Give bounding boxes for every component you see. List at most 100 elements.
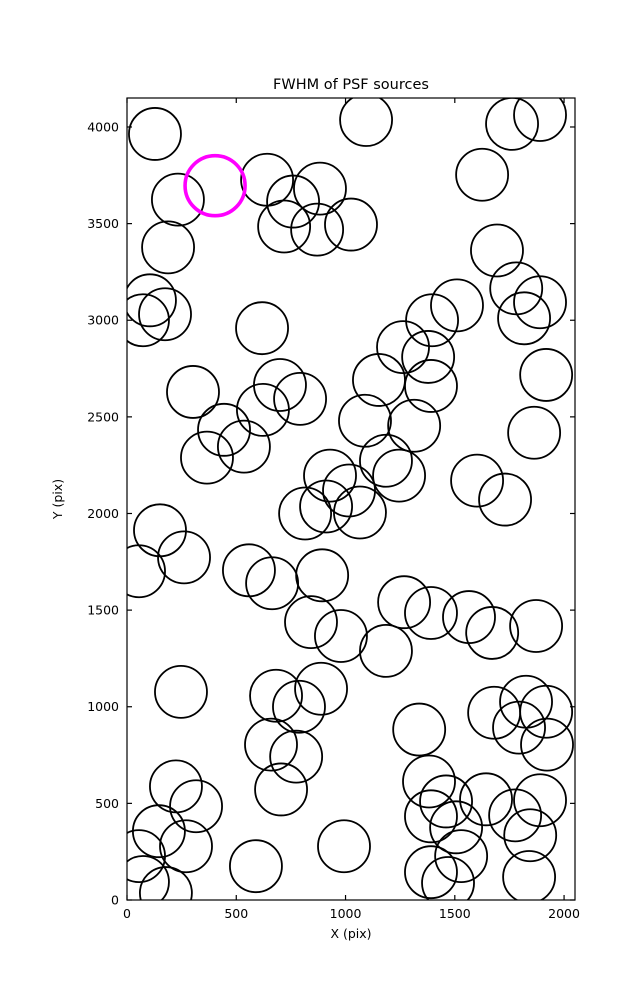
psf-circle [465,606,520,660]
y-tick-label: 1000 [87,699,119,714]
psf-circle [151,172,205,227]
psf-circle [509,599,564,653]
psf-circle [273,371,327,426]
psf-circle [404,586,458,640]
psf-circle [266,174,320,229]
psf-circle [377,575,432,630]
psf-circle [141,220,195,275]
psf-circle [507,405,562,460]
psf-circle [404,789,458,844]
y-tick-label: 500 [95,796,119,811]
psf-circle [419,774,473,829]
psf-circle [405,293,459,348]
y-tick-label: 2500 [87,409,119,424]
psf-circle [324,197,378,252]
psf-circle [488,788,543,843]
x-tick-label: 2000 [548,906,580,921]
psf-circle [249,668,303,723]
psf-circle [217,419,271,474]
y-tick-label: 4000 [87,119,119,134]
psf-circle [139,866,193,900]
psf-circle [470,223,524,278]
psf-circle [503,808,558,863]
psf-circle [339,98,393,147]
psf-circle [128,107,182,161]
psf-circle [502,850,556,900]
y-tick-label: 2000 [87,506,119,521]
psf-circle [459,772,513,827]
psf-circle [293,161,347,216]
psf-circle [513,98,567,142]
psf-circle [235,301,289,356]
psf-circle [303,448,357,503]
psf-circle [442,590,496,644]
psf-circle [132,804,186,859]
psf-circle [513,773,567,828]
psf-circle [166,365,220,419]
tick-marks [126,98,575,901]
psf-circle [359,433,413,488]
y-tick-label: 3000 [87,313,119,328]
psf-circle [492,700,546,755]
psf-circle [497,291,551,346]
psf-circle [253,358,307,412]
psf-circle [317,819,371,874]
psf-circle [404,359,458,413]
psf-circle [429,800,484,855]
psf-circle [478,472,532,527]
y-tick-label: 1500 [87,603,119,618]
x-tick-label: 0 [123,906,131,921]
chart-title: FWHM of PSF sources [273,77,429,93]
psf-circle [434,829,489,884]
psf-circle [127,829,166,884]
psf-circle [295,548,350,603]
psf-circle [159,819,213,874]
psf-circle [257,199,312,254]
psf-circle [244,717,298,772]
y-tick-label: 3500 [87,216,119,231]
psf-circle [372,448,426,503]
psf-circle [197,402,251,457]
psf-circle [513,275,567,330]
psf-circle [450,453,504,508]
psf-circle [278,486,333,541]
psf-circle [294,661,348,716]
psf-circle [402,754,456,809]
psf-circle [387,398,442,453]
psf-circle [404,845,458,900]
psf-circle [138,287,192,342]
psf-circle [290,202,345,257]
x-tick-label: 1000 [330,906,362,921]
psf-circle [489,261,544,316]
psf-circle [392,702,447,757]
psf-circle [157,530,211,585]
psf-circle [299,479,353,534]
tick-labels: 0 500 1000 1500 2000 0 500 1000 1500 2000 2500 3000… [87,119,580,921]
psf-circle [269,729,324,784]
x-tick-label: 500 [224,906,248,921]
psf-circle [314,609,368,663]
psf-circle [359,623,413,678]
psf-circle [254,762,308,817]
psf-circle [154,664,208,719]
psf-circle [401,330,456,384]
psf-circle [520,717,574,772]
highlighted-psf-circle [183,153,247,218]
psf-circle [236,383,290,437]
psf-circle [455,147,510,202]
psf-circle [127,273,177,328]
x-tick-label: 1500 [439,906,471,921]
x-axis-label: X (pix) [330,926,371,941]
psf-circle [169,779,223,834]
y-axis-label: Y (pix) [50,479,65,520]
psf-circle [229,839,283,894]
psf-circles-layer [127,98,574,900]
y-tick-label: 0 [111,893,119,908]
psf-circle [421,856,475,900]
psf-circle [376,320,430,375]
psf-circle [127,544,166,599]
psf-circle [519,348,574,402]
psf-circle [430,278,484,333]
psf-circle [519,684,574,739]
